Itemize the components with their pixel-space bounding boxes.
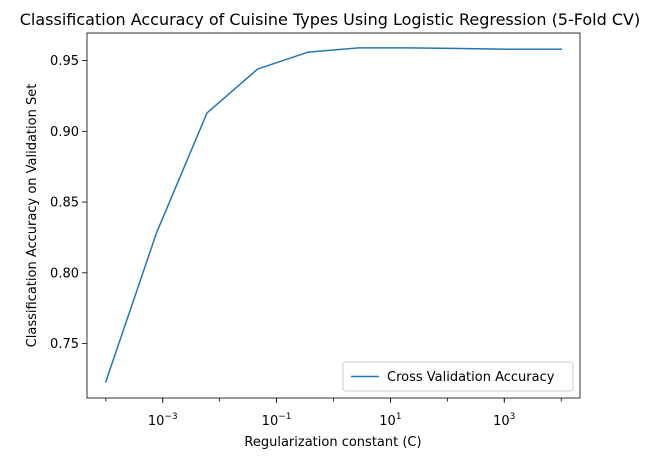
x-tick-label-exponent: 1	[396, 412, 402, 422]
y-axis-ticks: 0.75 0.80 0.85 0.90 0.95	[50, 54, 87, 352]
y-tick-label-3: 0.90	[50, 125, 79, 140]
y-tick-label-4: 0.95	[50, 54, 79, 69]
legend: Cross Validation Accuracy	[342, 361, 574, 392]
x-axis-ticks: 10−3 10−1 101 103	[105, 398, 562, 429]
y-tick-label-2: 0.85	[50, 196, 79, 211]
legend-label: Cross Validation Accuracy	[387, 370, 555, 385]
plot-area	[86, 32, 581, 399]
x-tick-label-exponent: −3	[164, 412, 177, 422]
series-layer	[104, 47, 562, 383]
x-axis-label: Regularization constant (C)	[244, 435, 421, 450]
x-tick-label-3: 103	[493, 412, 515, 429]
x-tick-label-base: 10	[493, 414, 510, 429]
y-tick-label-0: 0.75	[50, 337, 79, 352]
x-tick-label-exponent: 3	[510, 412, 516, 422]
x-tick-label-base: 10	[262, 414, 279, 429]
x-tick-label-0: 10−3	[148, 412, 178, 429]
legend-frame	[342, 361, 574, 392]
axes-background	[87, 33, 580, 398]
x-tick-label-exponent: −1	[278, 412, 291, 422]
chart-title: Classification Accuracy of Cuisine Types…	[20, 10, 640, 29]
x-tick-label-base: 10	[379, 414, 396, 429]
x-tick-label-base: 10	[148, 414, 165, 429]
series-line-0	[104, 47, 562, 383]
x-tick-label-2: 101	[379, 412, 401, 429]
y-axis-label: Classification Accuracy on Validation Se…	[25, 84, 40, 348]
y-tick-label-1: 0.80	[50, 266, 79, 281]
x-tick-label-1: 10−1	[262, 412, 292, 429]
